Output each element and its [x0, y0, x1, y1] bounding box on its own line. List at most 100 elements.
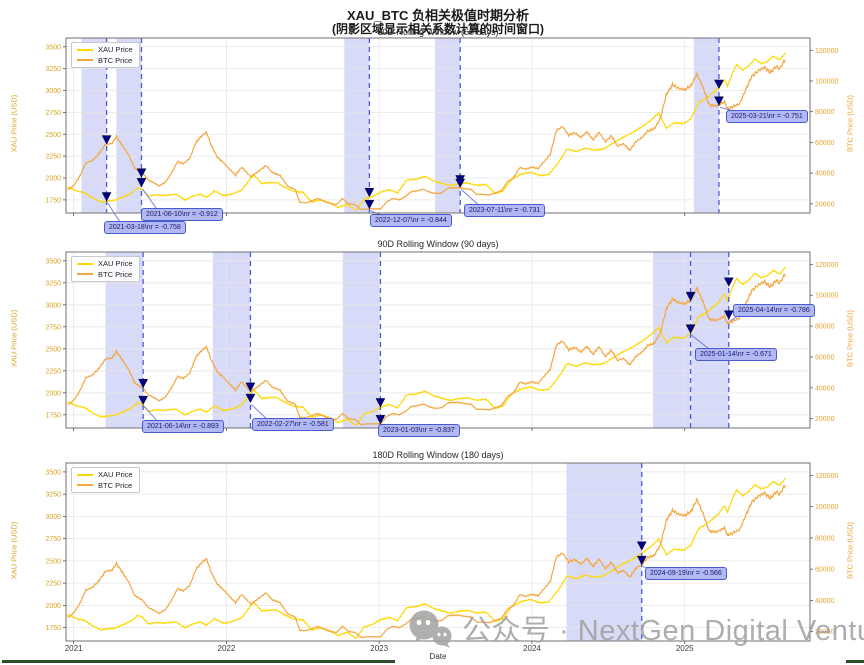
xau-tick-label: 3000	[45, 302, 61, 309]
chart-title: XAU_BTC 负相关极值时期分析	[346, 8, 529, 23]
legend-60d: XAU Price BTC Price	[71, 42, 140, 68]
extreme-point-marker	[723, 277, 734, 287]
legend-item-btc: BTC Price	[77, 480, 133, 490]
xau-tick-label: 3000	[45, 88, 61, 95]
btc-tick-label: 80000	[815, 535, 835, 542]
xau-tick-label: 2500	[45, 132, 61, 139]
xau-tick-label: 3250	[45, 66, 61, 73]
extreme-point-marker	[364, 187, 375, 198]
y-axis-label-left-60d: XAU Price (USD)	[9, 94, 19, 153]
extreme-point-marker	[136, 178, 147, 188]
xau-tick-label: 2750	[45, 536, 61, 543]
btc-tick-label: 120000	[815, 262, 838, 269]
legend-item-xau: XAU Price	[77, 46, 133, 54]
btc-tick-label: 60000	[815, 354, 835, 361]
annotation-connector	[251, 404, 271, 423]
extreme-point-marker	[455, 178, 466, 189]
extreme-point-marker	[364, 199, 375, 210]
extreme-point-marker	[636, 541, 647, 551]
xau-tick-label: 3500	[45, 44, 61, 51]
y-axis-label-right-90d: BTC Price (USD)	[845, 309, 855, 368]
legend-item-btc: BTC Price	[77, 269, 133, 279]
btc-tick-label: 80000	[815, 324, 835, 331]
legend-label-xau: XAU Price	[98, 45, 133, 54]
xau-tick-label: 1750	[45, 197, 61, 204]
extreme-point-marker	[101, 135, 112, 145]
correlation-window-band	[693, 38, 719, 213]
extreme-point-marker	[714, 96, 724, 106]
btc-tick-label: 120000	[815, 473, 838, 480]
correlation-window-band	[566, 463, 642, 641]
extreme-point-marker	[636, 555, 647, 566]
btc-tick-label: 60000	[815, 140, 835, 147]
btc-tick-label: 40000	[815, 598, 835, 605]
btc-price-line	[67, 273, 786, 426]
correlation-window-band	[212, 252, 251, 428]
xau-line-swatch	[77, 473, 93, 476]
correlation-window-band	[691, 252, 729, 428]
xau-price-line	[67, 266, 786, 426]
xau-tick-label: 1750	[45, 625, 61, 632]
annotation-connector	[642, 566, 664, 572]
xau-line-swatch	[77, 48, 93, 51]
bottom-progress-bar-left	[2, 660, 395, 663]
btc-tick-label: 80000	[815, 109, 835, 116]
legend-90d: XAU Price BTC Price	[71, 256, 140, 282]
xau-price-line	[67, 52, 786, 211]
legend-label-xau: XAU Price	[98, 259, 133, 268]
btc-tick-label: 40000	[815, 385, 835, 392]
xau-tick-label: 2750	[45, 110, 61, 117]
subplot-frame	[65, 37, 811, 214]
extreme-point-marker	[685, 291, 696, 302]
y-axis-label-left-90d: XAU Price (USD)	[9, 309, 19, 368]
chart-subtitle: (阴影区域显示相关系数计算的时间窗口)	[332, 22, 544, 36]
watermark-text: 公众号 · NextGen Digital Venture	[462, 615, 864, 647]
extreme-point-marker	[375, 398, 386, 408]
btc-tick-label: 20000	[815, 629, 835, 636]
btc-tick-label: 40000	[815, 171, 835, 178]
xau-tick-label: 2250	[45, 154, 61, 161]
extreme-point-marker	[136, 168, 147, 178]
y-axis-label-right-60d: BTC Price (USD)	[845, 94, 855, 153]
xau-tick-label: 2250	[45, 368, 61, 375]
correlation-window-band	[435, 38, 461, 213]
xau-tick-label: 2750	[45, 324, 61, 331]
xau-tick-label: 3250	[45, 280, 61, 287]
btc-price-line	[67, 59, 786, 211]
legend-item-xau: XAU Price	[77, 260, 133, 268]
xau-tick-label: 2000	[45, 603, 61, 610]
extreme-point-marker	[723, 310, 734, 320]
annotation-connector	[460, 189, 483, 209]
extreme-point-marker	[245, 393, 256, 404]
legend-label-btc: BTC Price	[98, 269, 133, 279]
btc-tick-label: 120000	[815, 48, 838, 55]
legend-item-btc: BTC Price	[77, 55, 133, 65]
y-axis-label-left-180d: XAU Price (USD)	[9, 521, 19, 580]
btc-line-swatch	[77, 484, 93, 487]
legend-label-btc: BTC Price	[98, 480, 133, 490]
btc-tick-label: 20000	[815, 201, 835, 208]
xau-tick-label: 2250	[45, 581, 61, 588]
extreme-point-marker	[714, 79, 724, 90]
extreme-point-marker	[245, 382, 256, 392]
extreme-point-marker	[685, 324, 696, 334]
bottom-progress-bar-right	[846, 660, 864, 663]
legend-180d: XAU Price BTC Price	[71, 467, 140, 493]
xau-line-swatch	[77, 262, 93, 265]
extreme-point-marker	[138, 395, 149, 406]
subplot-60d: 1750 2000 2250 2500 2750 3000 3250 3500 20000 400…	[45, 37, 838, 226]
xau-tick-label: 3500	[45, 258, 61, 265]
subplot-title-180d: 180D Rolling Window (180 days)	[372, 450, 504, 460]
correlation-window-band	[342, 252, 381, 428]
extreme-point-marker	[138, 378, 149, 389]
extreme-point-marker	[375, 415, 386, 425]
subplot-90d: 1750 2000 2250 2500 2750 3000 3250 3500 20000 400…	[45, 251, 838, 431]
wechat-official-account-icon	[409, 610, 452, 648]
subplot-180d: 1750 2000 2250 2500 2750 3000 3250 3500 20000 400…	[45, 462, 838, 644]
legend-label-btc: BTC Price	[98, 55, 133, 65]
xau-price-line	[67, 477, 786, 639]
watermark: 公众号 · NextGen Digital Venture	[404, 606, 864, 650]
subplot-title-90d: 90D Rolling Window (90 days)	[377, 239, 499, 249]
